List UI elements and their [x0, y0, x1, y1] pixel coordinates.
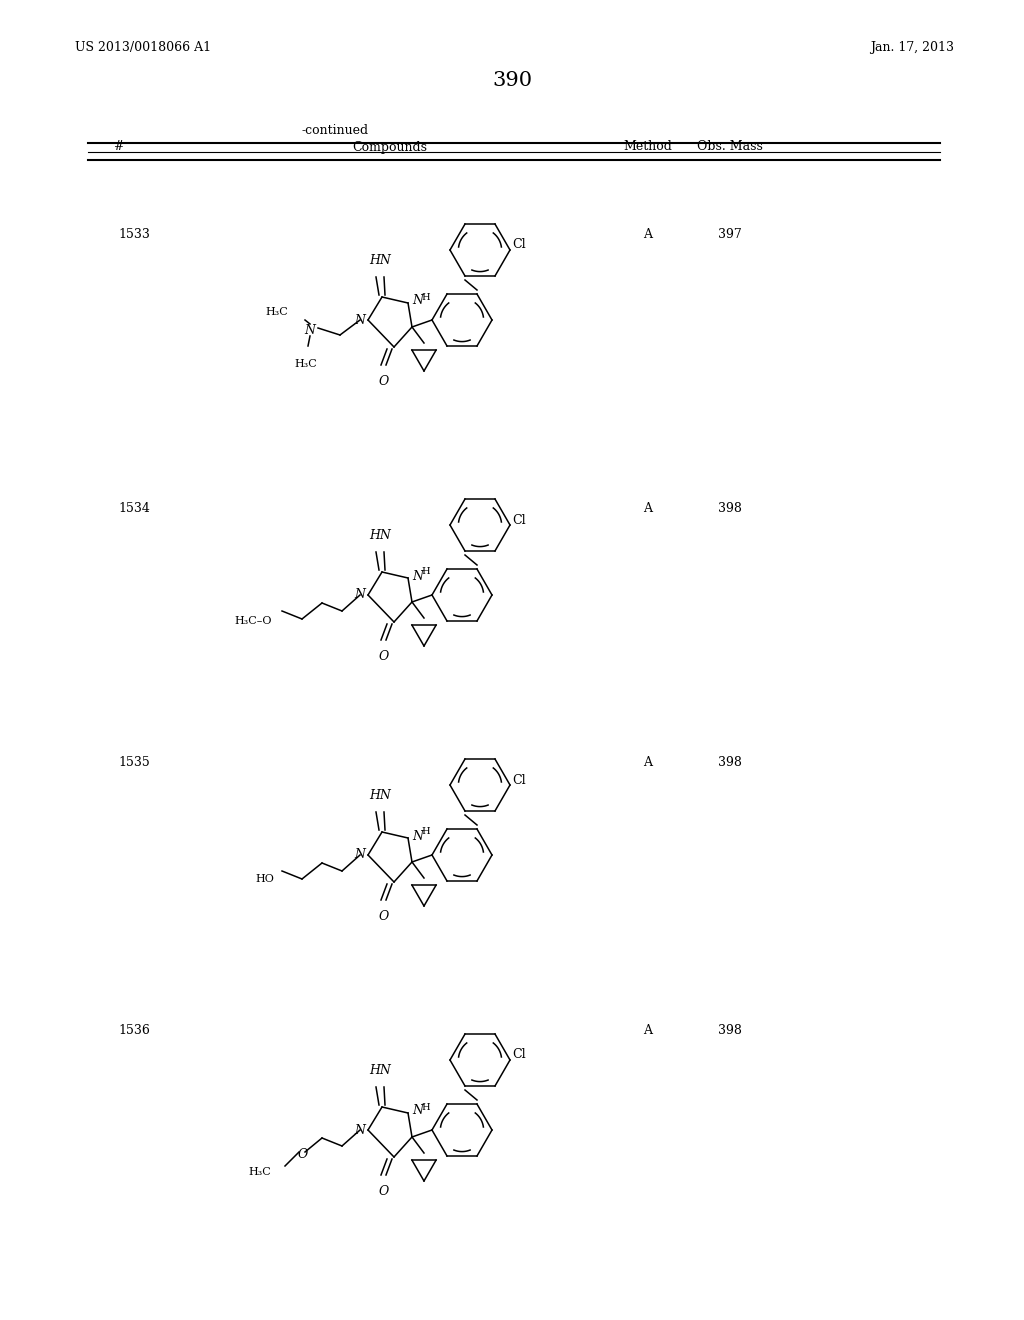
- Text: Jan. 17, 2013: Jan. 17, 2013: [870, 41, 954, 54]
- Text: Cl: Cl: [512, 513, 525, 527]
- Text: 1536: 1536: [118, 1023, 150, 1036]
- Text: H₃C: H₃C: [265, 308, 288, 317]
- Text: HN: HN: [369, 789, 391, 803]
- Text: HN: HN: [369, 1064, 391, 1077]
- Text: N: N: [412, 569, 423, 582]
- Text: A: A: [643, 1023, 652, 1036]
- Text: H₃C: H₃C: [295, 359, 317, 370]
- Text: N: N: [412, 1105, 423, 1118]
- Text: A: A: [643, 502, 652, 515]
- Text: 1534: 1534: [118, 502, 150, 515]
- Text: N: N: [354, 849, 366, 862]
- Text: 1535: 1535: [118, 755, 150, 768]
- Text: N: N: [354, 589, 366, 602]
- Text: A: A: [643, 755, 652, 768]
- Text: Obs. Mass: Obs. Mass: [697, 140, 763, 153]
- Text: -continued: -continued: [301, 124, 369, 136]
- Text: O: O: [379, 909, 389, 923]
- Text: A: A: [643, 228, 652, 242]
- Text: O: O: [379, 375, 389, 388]
- Text: O: O: [298, 1147, 308, 1160]
- Text: O: O: [379, 649, 389, 663]
- Text: H: H: [421, 293, 430, 301]
- Text: Method: Method: [624, 140, 673, 153]
- Text: HO: HO: [255, 874, 274, 884]
- Text: N: N: [412, 829, 423, 842]
- Text: Cl: Cl: [512, 239, 525, 252]
- Text: Compounds: Compounds: [352, 140, 427, 153]
- Text: N: N: [412, 294, 423, 308]
- Text: H₃C: H₃C: [248, 1167, 271, 1177]
- Text: H: H: [421, 828, 430, 837]
- Text: 398: 398: [718, 755, 742, 768]
- Text: N: N: [304, 323, 315, 337]
- Text: Cl: Cl: [512, 1048, 525, 1061]
- Text: US 2013/0018066 A1: US 2013/0018066 A1: [75, 41, 211, 54]
- Text: H: H: [421, 1102, 430, 1111]
- Text: 397: 397: [718, 228, 741, 242]
- Text: H: H: [421, 568, 430, 577]
- Text: HN: HN: [369, 529, 391, 543]
- Text: 390: 390: [492, 70, 532, 90]
- Text: HN: HN: [369, 253, 391, 267]
- Text: #: #: [113, 140, 123, 153]
- Text: H₃C–O: H₃C–O: [234, 616, 272, 626]
- Text: Cl: Cl: [512, 774, 525, 787]
- Text: O: O: [379, 1185, 389, 1199]
- Text: 398: 398: [718, 502, 742, 515]
- Text: N: N: [354, 1123, 366, 1137]
- Text: 1533: 1533: [118, 228, 150, 242]
- Text: 398: 398: [718, 1023, 742, 1036]
- Text: N: N: [354, 314, 366, 326]
